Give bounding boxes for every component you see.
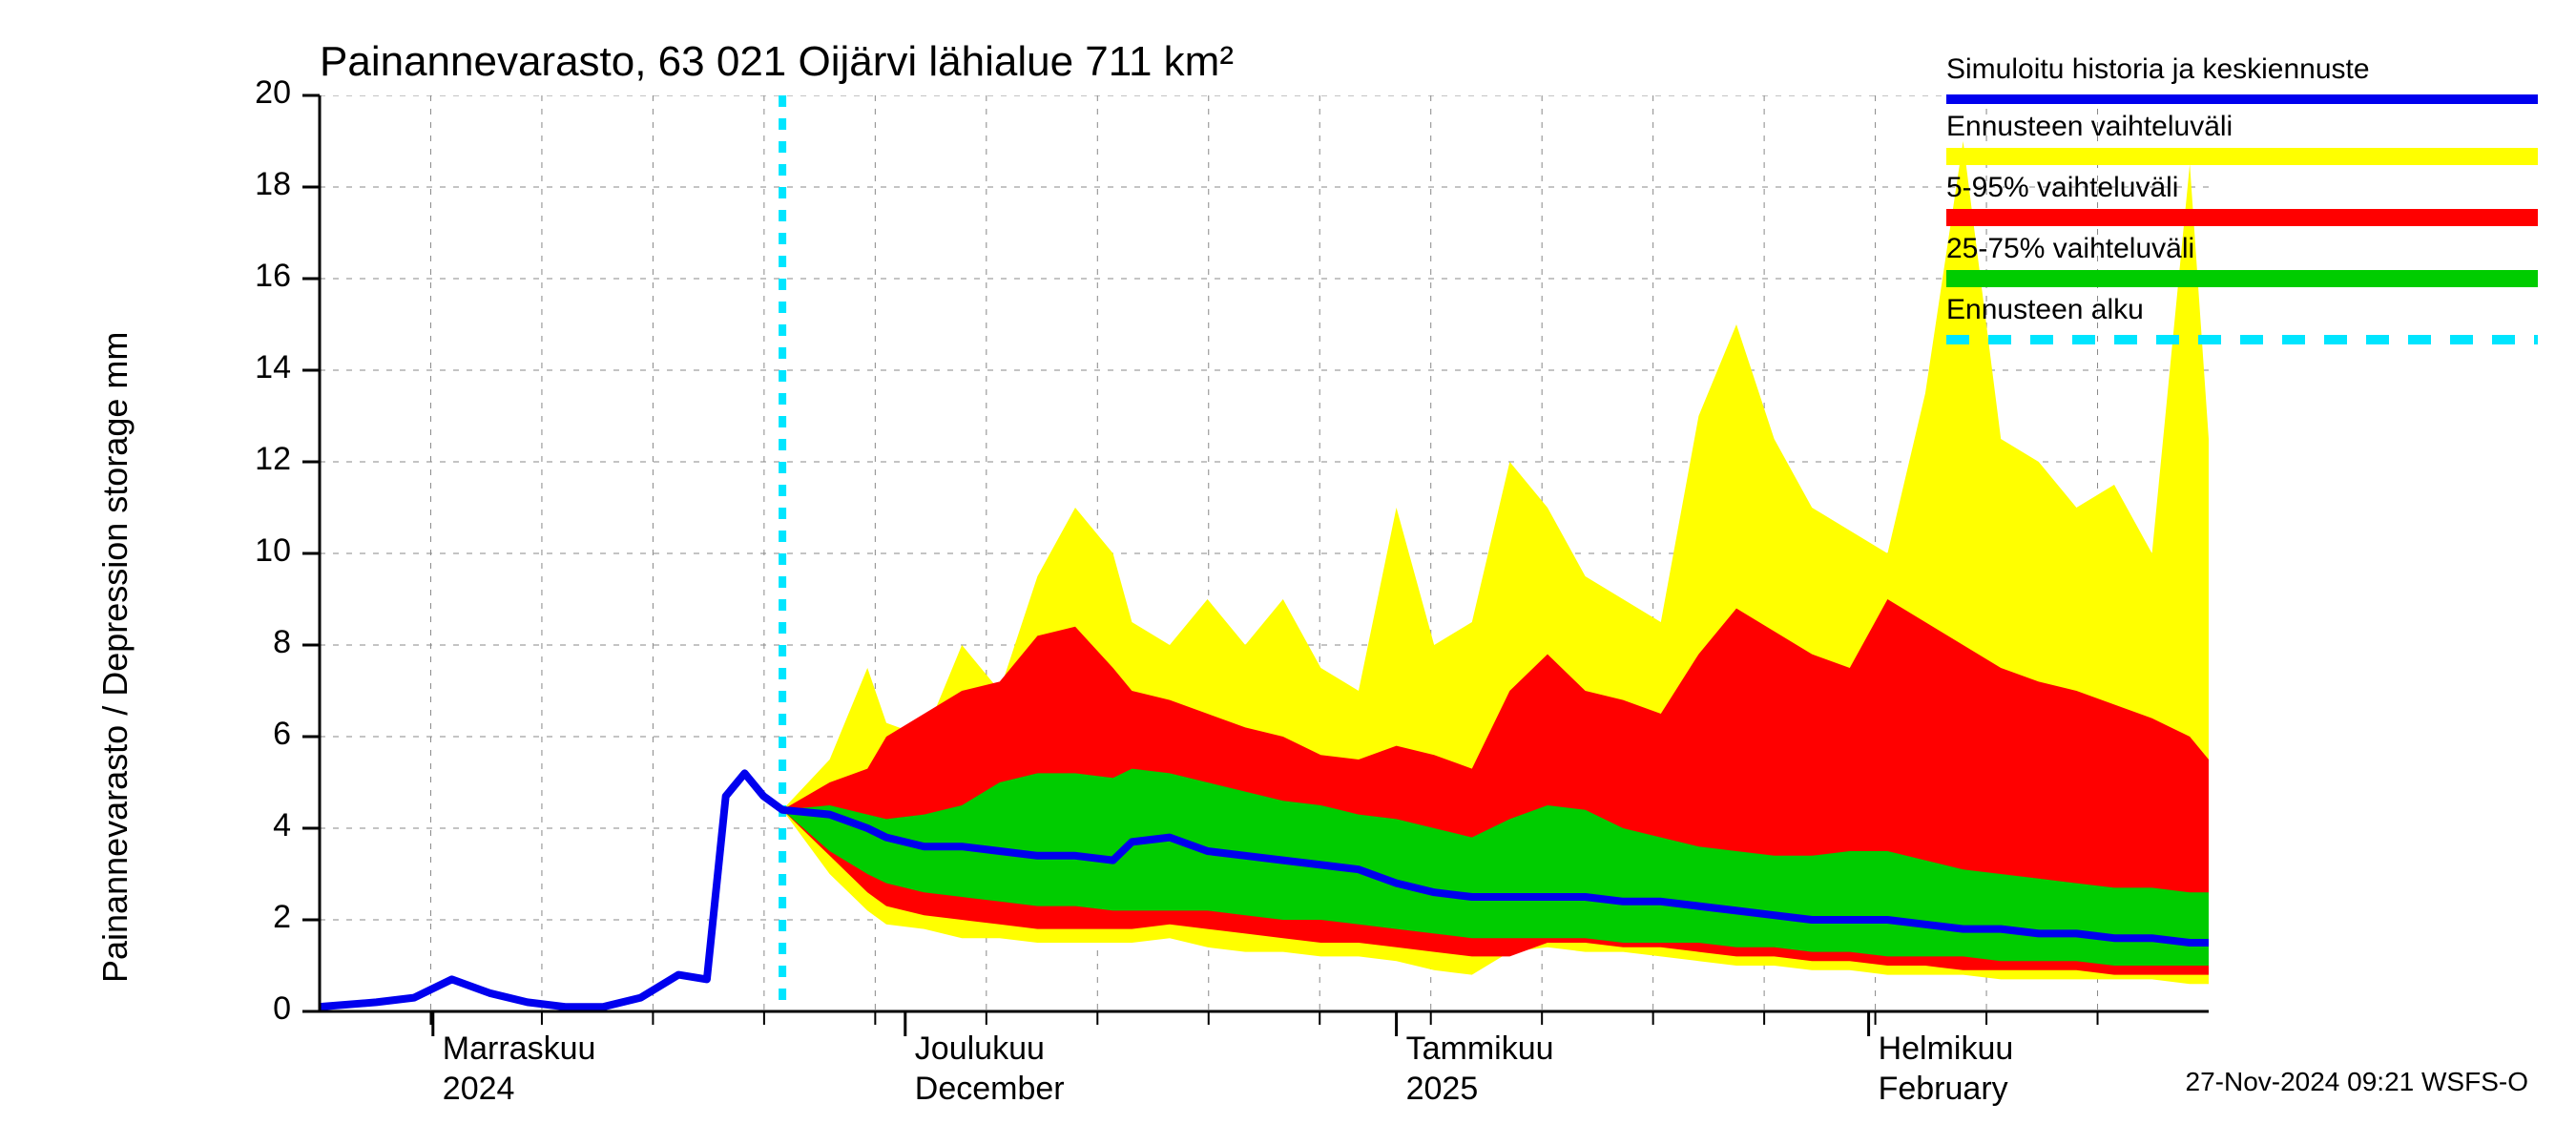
month-label-en: December [915, 1071, 1065, 1108]
legend-label: Ennusteen vaihteluväli [1946, 110, 2538, 144]
legend-item: Ennusteen vaihteluväli [1946, 110, 2538, 165]
month-label-en: February [1879, 1071, 2008, 1108]
legend-label: Simuloitu historia ja keskiennuste [1946, 52, 2538, 87]
ytick-label: 16 [255, 258, 291, 295]
ytick-label: 8 [273, 624, 291, 661]
legend-label: 25-75% vaihteluväli [1946, 232, 2538, 266]
ytick-label: 6 [273, 716, 291, 753]
ytick-label: 18 [255, 166, 291, 203]
legend-swatch [1946, 94, 2538, 104]
legend-swatch [1946, 335, 2538, 344]
month-label-fi: Joulukuu [915, 1030, 1045, 1068]
month-label-fi: Tammikuu [1406, 1030, 1554, 1068]
legend-item: 5-95% vaihteluväli [1946, 171, 2538, 226]
legend-item: 25-75% vaihteluväli [1946, 232, 2538, 287]
legend: Simuloitu historia ja keskiennuste Ennust… [1946, 52, 2538, 350]
month-label-en: 2024 [443, 1071, 515, 1108]
legend-item: Ennusteen alku [1946, 293, 2538, 344]
legend-swatch [1946, 209, 2538, 226]
chart-container: Painannevarasto / Depression storage mm … [0, 0, 2576, 1145]
ytick-label: 10 [255, 532, 291, 570]
ytick-label: 4 [273, 807, 291, 844]
legend-swatch [1946, 270, 2538, 287]
month-label-fi: Marraskuu [443, 1030, 596, 1068]
legend-label: 5-95% vaihteluväli [1946, 171, 2538, 205]
ytick-label: 20 [255, 74, 291, 112]
month-label-en: 2025 [1406, 1071, 1479, 1108]
legend-label: Ennusteen alku [1946, 293, 2538, 327]
legend-swatch [1946, 148, 2538, 165]
ytick-label: 0 [273, 990, 291, 1028]
footer-timestamp: 27-Nov-2024 09:21 WSFS-O [2186, 1067, 2529, 1097]
ytick-label: 12 [255, 441, 291, 478]
legend-item: Simuloitu historia ja keskiennuste [1946, 52, 2538, 104]
ytick-label: 14 [255, 349, 291, 386]
ytick-label: 2 [273, 899, 291, 936]
month-label-fi: Helmikuu [1879, 1030, 2014, 1068]
